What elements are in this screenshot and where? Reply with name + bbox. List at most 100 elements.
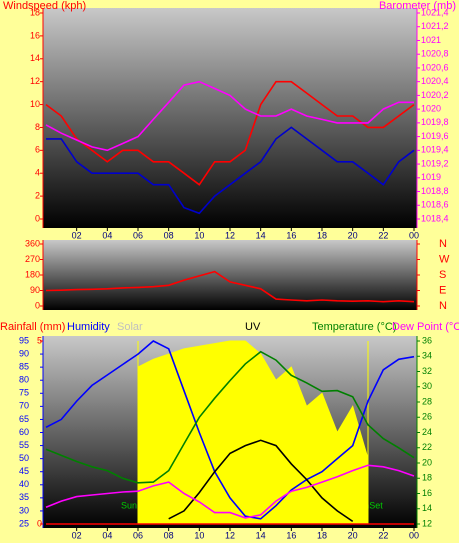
y2-tick-label: 1019,2 <box>421 158 449 168</box>
y-tick-label: 75 <box>19 388 29 398</box>
x-tick-label: 10 <box>194 530 204 540</box>
y2-tick-label: 1021 <box>421 35 441 45</box>
y-tick-label: 50 <box>19 453 29 463</box>
y-tick-label: 45 <box>19 466 29 476</box>
y2-tick-label: 1020,8 <box>421 49 449 59</box>
y2-tick-label: 34 <box>422 351 432 361</box>
x-tick-label: 16 <box>286 530 296 540</box>
y-tick-label: 0 <box>35 300 40 310</box>
line <box>45 80 415 186</box>
y-tick-label: 30 <box>19 505 29 515</box>
x-tick-label: 02 <box>72 230 82 240</box>
y-tick-label: 270 <box>25 254 40 264</box>
y2-tick-label: 16 <box>422 488 432 498</box>
y-tick-label: 70 <box>19 401 29 411</box>
y2-tick-label: 1019,6 <box>421 131 449 141</box>
legend-label: Barometer (mb) <box>379 0 456 12</box>
y2-tick-label: E <box>439 284 446 296</box>
line <box>45 80 414 152</box>
y-tick-label: 90 <box>19 348 29 358</box>
y2-tick-label: 26 <box>422 412 432 422</box>
y2-tick-label: S <box>439 269 446 281</box>
x-tick-label: 14 <box>256 530 266 540</box>
y-tick-label: 16 <box>30 30 40 40</box>
y2-tick-label: N <box>439 238 447 250</box>
y2-tick-label: 30 <box>422 381 432 391</box>
y-tick-label: 18 <box>30 7 40 17</box>
x-tick-label: 04 <box>102 230 112 240</box>
line <box>45 464 415 519</box>
y-tick-label: 25 <box>19 518 29 528</box>
x-tick-label: 10 <box>194 230 204 240</box>
plot-background <box>43 8 417 228</box>
y2-tick-label: 1021,2 <box>421 21 449 31</box>
line <box>168 439 354 523</box>
y2-tick-label: 1020,2 <box>421 90 449 100</box>
y-tick-label: 12 <box>30 76 40 86</box>
y2-tick-label: 28 <box>422 396 432 406</box>
y-tick-label: 180 <box>25 269 40 279</box>
x-tick-label: 22 <box>378 530 388 540</box>
y-tick-label: 55 <box>19 440 29 450</box>
y-tick-label: 0 <box>35 213 40 223</box>
y2-tick-label: 1020 <box>421 104 441 114</box>
y-tick-label: 90 <box>30 285 40 295</box>
x-tick-label: 20 <box>348 230 358 240</box>
legend-label: Dew Point (°C) <box>392 321 459 333</box>
y2-tick-label: W <box>439 253 450 265</box>
x-tick-label: 08 <box>164 530 174 540</box>
y-tick-label: 80 <box>19 375 29 385</box>
y-tick-label: 35 <box>19 492 29 502</box>
line <box>45 350 415 484</box>
y3-tick-label: 0 <box>37 518 42 528</box>
x-tick-label: 18 <box>317 530 327 540</box>
line <box>45 340 415 520</box>
y-tick-label: 60 <box>19 427 29 437</box>
x-tick-label: 14 <box>256 230 266 240</box>
legend-label: Solar <box>117 321 143 333</box>
legend-label: Rainfall (mm) <box>0 321 65 333</box>
legend-label: Humidity <box>67 321 110 333</box>
line <box>45 270 415 303</box>
y2-tick-label: 1019 <box>421 172 441 182</box>
y-tick-label: 4 <box>35 168 40 178</box>
x-tick-label: 06 <box>133 230 143 240</box>
x-tick-label: 12 <box>225 230 235 240</box>
y2-tick-label: 14 <box>422 503 432 513</box>
y2-tick-label: 1018,8 <box>421 186 449 196</box>
y2-tick-label: 36 <box>422 335 432 345</box>
x-tick-label: 08 <box>164 230 174 240</box>
y3-tick-label: 5 <box>37 335 42 345</box>
x-tick-label: 00 <box>409 530 419 540</box>
x-tick-label: 02 <box>72 530 82 540</box>
y-tick-label: 85 <box>19 362 29 372</box>
y-tick-label: 8 <box>35 122 40 132</box>
y2-tick-label: 1019,4 <box>421 145 449 155</box>
x-tick-label: 04 <box>102 530 112 540</box>
y2-tick-label: 22 <box>422 442 432 452</box>
x-tick-label: 12 <box>225 530 235 540</box>
y2-tick-label: 1018,4 <box>421 213 449 223</box>
y-tick-label: 6 <box>35 145 40 155</box>
y2-tick-label: 1019,8 <box>421 117 449 127</box>
y-tick-label: 10 <box>30 99 40 109</box>
y-tick-label: 40 <box>19 479 29 489</box>
y2-tick-label: 1021,4 <box>421 7 449 17</box>
y2-tick-label: 18 <box>422 473 432 483</box>
y2-tick-label: 20 <box>422 457 432 467</box>
y2-tick-label: 24 <box>422 427 432 437</box>
y-tick-label: 14 <box>30 53 40 63</box>
x-tick-label: 20 <box>348 530 358 540</box>
x-tick-label: 00 <box>409 230 419 240</box>
y-tick-label: 360 <box>25 238 40 248</box>
y2-tick-label: N <box>439 300 447 312</box>
x-tick-label: 06 <box>133 530 143 540</box>
y2-tick-label: 12 <box>422 518 432 528</box>
y-tick-label: 65 <box>19 414 29 424</box>
y2-tick-label: 1018,6 <box>421 200 449 210</box>
legend-label: UV <box>245 321 261 333</box>
y-tick-label: 2 <box>35 190 40 200</box>
y2-tick-label: 32 <box>422 366 432 376</box>
y2-tick-label: 1020,6 <box>421 62 449 72</box>
